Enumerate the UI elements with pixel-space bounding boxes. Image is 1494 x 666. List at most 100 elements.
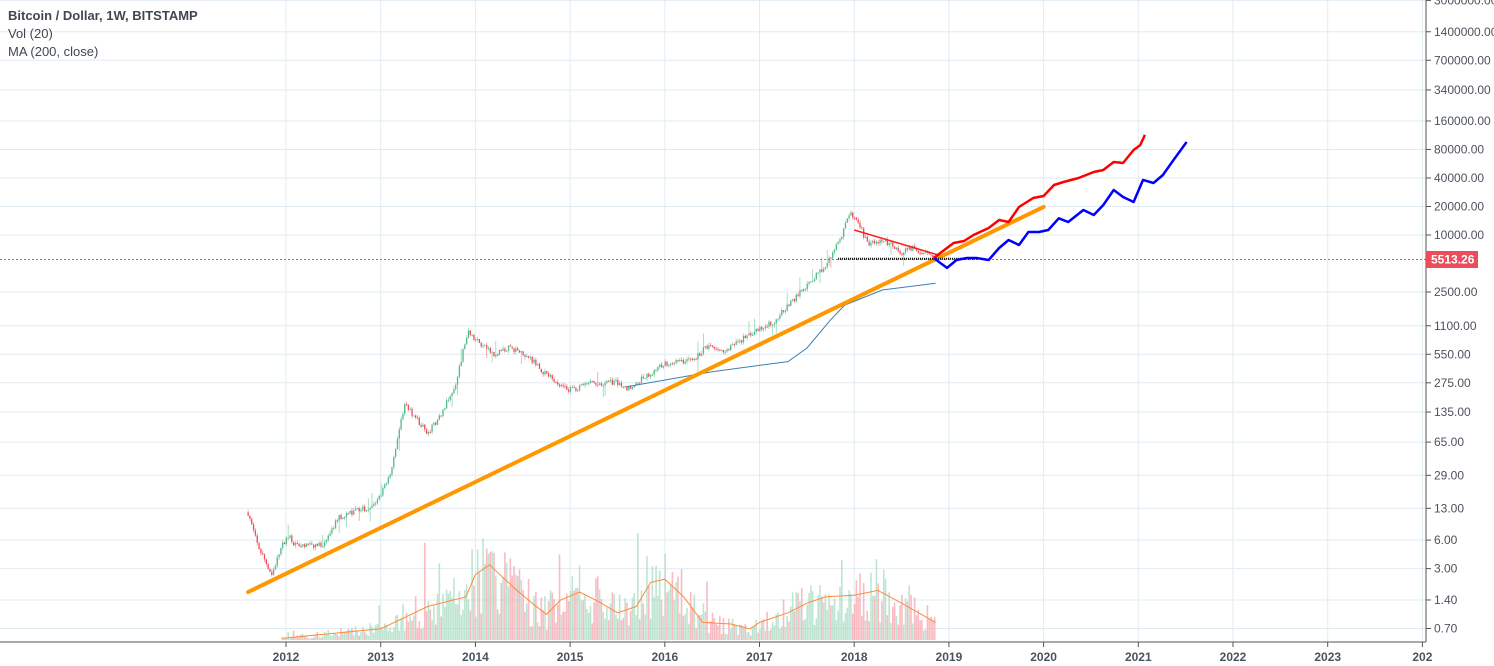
- volume-bar: [480, 613, 483, 640]
- candle-body: [629, 386, 632, 389]
- time-tick-label: 2021: [1125, 650, 1152, 664]
- volume-bar: [709, 621, 712, 640]
- candle-body: [249, 515, 251, 520]
- volume-bar: [513, 566, 515, 640]
- volume-bar: [806, 604, 809, 640]
- volume-bar: [578, 565, 581, 640]
- candle-body: [455, 384, 457, 390]
- projection-blue-line[interactable]: [932, 141, 1188, 270]
- ma-indicator-label[interactable]: MA (200, close): [8, 44, 99, 59]
- volume-bar: [582, 600, 585, 640]
- volume-bar: [436, 593, 439, 640]
- time-axis[interactable]: 2012 2013 2014 2015 2016 2017 2018 2019 2020 2021…: [273, 642, 1433, 664]
- candle-body: [362, 506, 364, 510]
- volume-bar: [908, 585, 910, 640]
- projection-red-line[interactable]: [932, 134, 1147, 259]
- candle-body: [480, 342, 482, 347]
- volume-bar: [493, 552, 495, 640]
- candle-body: [496, 354, 499, 356]
- candle-body: [617, 379, 619, 386]
- candle-body: [873, 240, 876, 244]
- volume-bar: [864, 620, 867, 640]
- candle-body: [376, 499, 379, 504]
- candle-body: [466, 337, 468, 345]
- volume-bar: [349, 630, 351, 640]
- volume-bar: [822, 602, 825, 640]
- candle-body: [766, 326, 768, 328]
- candle-body: [336, 520, 339, 522]
- volume-bar: [819, 585, 821, 640]
- volume-bar: [520, 580, 523, 640]
- volume-bar: [731, 618, 734, 640]
- volume-bar: [482, 538, 484, 640]
- volume-bar: [411, 620, 413, 640]
- symbol-title[interactable]: Bitcoin / Dollar, 1W, BITSTAMP: [8, 8, 198, 23]
- volume-bar: [527, 579, 530, 640]
- candle-body: [580, 384, 583, 386]
- candle-body: [551, 375, 553, 379]
- candle-body: [784, 311, 787, 313]
- candle-body: [893, 246, 896, 250]
- price-axis-bg[interactable]: [1426, 0, 1494, 642]
- candle-body: [254, 530, 257, 536]
- candle-body: [639, 382, 641, 384]
- volume-bar: [686, 607, 688, 640]
- volume-bar: [456, 604, 459, 640]
- candle-body: [812, 281, 814, 283]
- price-axis[interactable]: 3000000.00 1400000.00 700000.00 340000.00 16…: [1426, 0, 1494, 635]
- candle-body: [883, 241, 885, 243]
- candle-body: [750, 333, 752, 336]
- candle-body: [768, 321, 770, 327]
- candle-body: [640, 376, 643, 383]
- candle-body: [859, 222, 861, 228]
- volume-bar: [338, 636, 340, 640]
- candle-body: [700, 353, 703, 356]
- candle-body: [717, 349, 719, 351]
- volume-bar: [311, 637, 313, 640]
- volume-bar: [930, 616, 932, 640]
- volume-bar: [841, 559, 843, 640]
- volume-indicator-label[interactable]: Vol (20): [8, 26, 53, 41]
- candle-body: [364, 506, 366, 512]
- candle-body: [262, 553, 264, 555]
- candle-body: [578, 385, 581, 391]
- volume-bar: [309, 638, 311, 640]
- candle-body: [303, 544, 306, 547]
- volume-bar: [797, 592, 799, 640]
- legend: Bitcoin / Dollar, 1W, BITSTAMP Vol (20) …: [8, 7, 198, 61]
- volume-bar: [740, 625, 743, 640]
- volume-bar: [451, 597, 453, 640]
- triangle-upper-line[interactable]: [853, 229, 940, 257]
- candle-body: [739, 340, 741, 342]
- candle-body: [283, 542, 286, 545]
- time-axis-bg[interactable]: [0, 642, 1494, 666]
- volume-bar: [831, 605, 834, 640]
- volume-bar: [385, 624, 388, 640]
- price-tick-label: 6.00: [1434, 533, 1458, 547]
- volume-bar: [571, 576, 574, 640]
- candle-body: [444, 408, 446, 410]
- volume-bar: [684, 614, 686, 640]
- volume-bar: [651, 566, 654, 640]
- candle-body: [788, 304, 790, 306]
- volume-bar: [691, 607, 694, 640]
- candle-body: [620, 382, 623, 387]
- candle-body: [425, 429, 428, 434]
- volume-bar: [376, 623, 379, 640]
- candle-body: [697, 353, 699, 360]
- volume-bar: [285, 638, 288, 640]
- candle-body: [664, 361, 666, 366]
- volume-bar: [596, 576, 599, 640]
- candle-body: [799, 290, 801, 297]
- trendline[interactable]: [246, 204, 1046, 594]
- candle-body: [285, 537, 288, 545]
- time-tick-label: 2016: [651, 650, 678, 664]
- volume-bar: [360, 632, 362, 640]
- volume-bar: [753, 625, 756, 640]
- ma200-line[interactable]: [626, 282, 936, 388]
- volume-bar: [897, 624, 900, 640]
- volume-bar: [764, 630, 767, 640]
- candle-body: [777, 318, 779, 320]
- candle-body: [671, 363, 674, 365]
